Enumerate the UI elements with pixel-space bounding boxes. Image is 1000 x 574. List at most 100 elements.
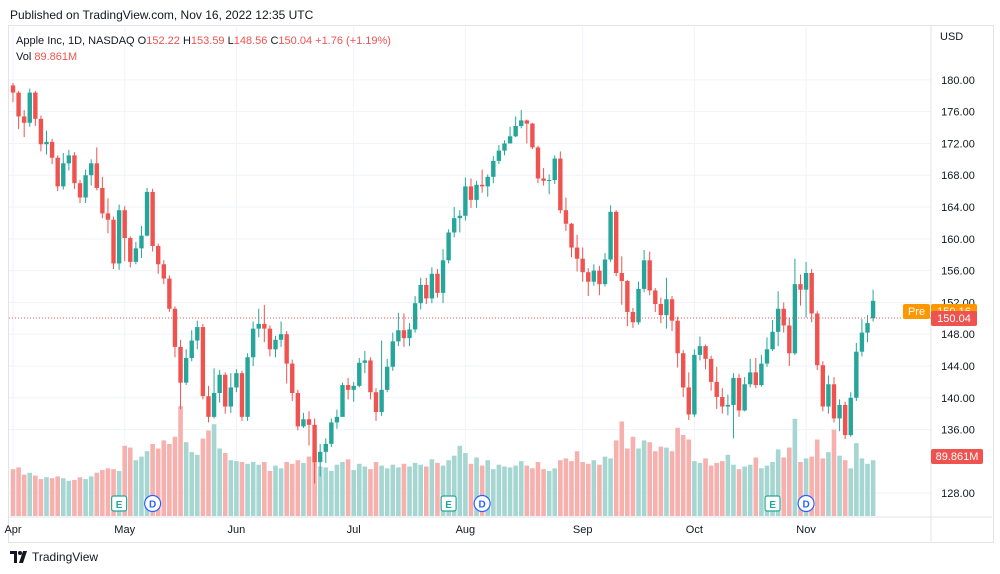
volume-bar	[72, 480, 77, 516]
candle-body	[440, 260, 446, 293]
volume-bar	[597, 464, 602, 516]
volume-bar	[345, 459, 351, 516]
candle-body	[295, 393, 301, 427]
y-tick-label: 164.00	[941, 202, 975, 214]
volume-bar	[88, 476, 94, 516]
candle-body	[491, 160, 496, 177]
volume-bar	[239, 462, 245, 516]
candle-body	[429, 273, 435, 299]
y-tick-label: 176.00	[941, 107, 975, 119]
candle-body	[128, 238, 133, 262]
x-tick-label: Apr	[4, 524, 21, 536]
candle-body	[38, 118, 44, 145]
volume-bar	[172, 436, 178, 516]
volume-bar	[267, 471, 273, 516]
candle-body	[21, 116, 27, 123]
volume-bar	[116, 471, 122, 516]
candle-body	[736, 377, 742, 411]
candle-body	[379, 389, 384, 413]
candle-body	[686, 387, 691, 415]
candle-body	[306, 419, 312, 425]
volume-bar	[574, 451, 580, 516]
candle-body	[781, 308, 786, 326]
volume-bar	[250, 462, 256, 516]
candle-body	[407, 329, 412, 339]
volume-bar	[535, 462, 541, 516]
volume-bar	[16, 467, 21, 516]
candle-body	[435, 273, 440, 293]
candle-body	[669, 299, 675, 321]
volume-bar	[747, 464, 753, 516]
legend-high-label: H	[182, 35, 191, 47]
last-price-badge-bg	[931, 310, 977, 326]
candle-body	[105, 213, 111, 220]
volume-badge-bg	[931, 449, 983, 464]
volume-bar	[401, 463, 407, 516]
candle-body	[83, 175, 88, 198]
candle-body	[49, 141, 55, 158]
volume-bar	[647, 442, 652, 516]
candle-body	[368, 360, 373, 393]
y-tick-label: 160.00	[941, 234, 975, 246]
candle-body	[681, 353, 686, 388]
volume-bar	[133, 460, 139, 516]
candle-body	[703, 346, 708, 359]
volume-bar	[111, 469, 116, 516]
legend-low-label: L	[227, 35, 234, 47]
candle-body	[731, 377, 736, 405]
currency-label[interactable]: USD	[940, 31, 964, 43]
candle-body	[256, 323, 261, 329]
candle-body	[569, 223, 574, 248]
candle-body	[55, 157, 60, 187]
legend-vol-label: Vol	[16, 51, 32, 63]
footer-brand-name: TradingView	[32, 550, 99, 564]
candle-body	[524, 120, 530, 124]
volume-bar	[206, 430, 211, 516]
candle-body	[468, 186, 474, 200]
candle-body	[211, 393, 217, 417]
candle-body	[334, 416, 340, 423]
volume-bar	[368, 469, 373, 516]
volume-bar	[245, 463, 250, 516]
candle-body	[144, 191, 150, 236]
volume-bar	[820, 458, 826, 516]
volume-bar	[222, 453, 228, 516]
legend-open-label: O	[137, 35, 147, 47]
volume-bar	[658, 446, 664, 516]
candle-body	[133, 248, 139, 262]
volume-bar	[675, 427, 680, 516]
candle-body	[373, 392, 379, 413]
candle-body	[658, 303, 664, 316]
y-tick-label: 180.00	[941, 75, 975, 87]
candle-body	[591, 270, 597, 282]
candle-body	[625, 280, 630, 312]
volume-bar	[356, 463, 362, 516]
candle-body	[809, 273, 814, 314]
candle-body	[742, 384, 747, 411]
candle-body	[111, 219, 116, 264]
volume-bar	[837, 455, 842, 516]
candle-body	[317, 451, 323, 463]
earnings-marker-icon	[111, 495, 128, 512]
candle-body	[563, 210, 569, 224]
pre-market-label-bg	[903, 304, 930, 320]
candle-body	[831, 384, 837, 419]
dividend-marker-label: D	[149, 500, 156, 511]
candle-body	[412, 303, 418, 330]
candle-body	[167, 278, 172, 309]
volume-bar	[703, 458, 708, 516]
candle-body	[602, 259, 608, 285]
volume-bar	[591, 460, 597, 516]
candle-body	[200, 327, 206, 397]
volume-bar	[865, 463, 870, 516]
y-tick-label: 172.00	[941, 138, 975, 150]
volume-bar	[407, 466, 412, 516]
candle-body	[608, 211, 613, 260]
chart-frame	[8, 25, 994, 543]
candle-body	[290, 363, 295, 394]
volume-bar	[759, 468, 764, 516]
volume-bar	[412, 462, 418, 516]
volume-bar	[27, 472, 33, 516]
volume-bar	[167, 444, 172, 516]
